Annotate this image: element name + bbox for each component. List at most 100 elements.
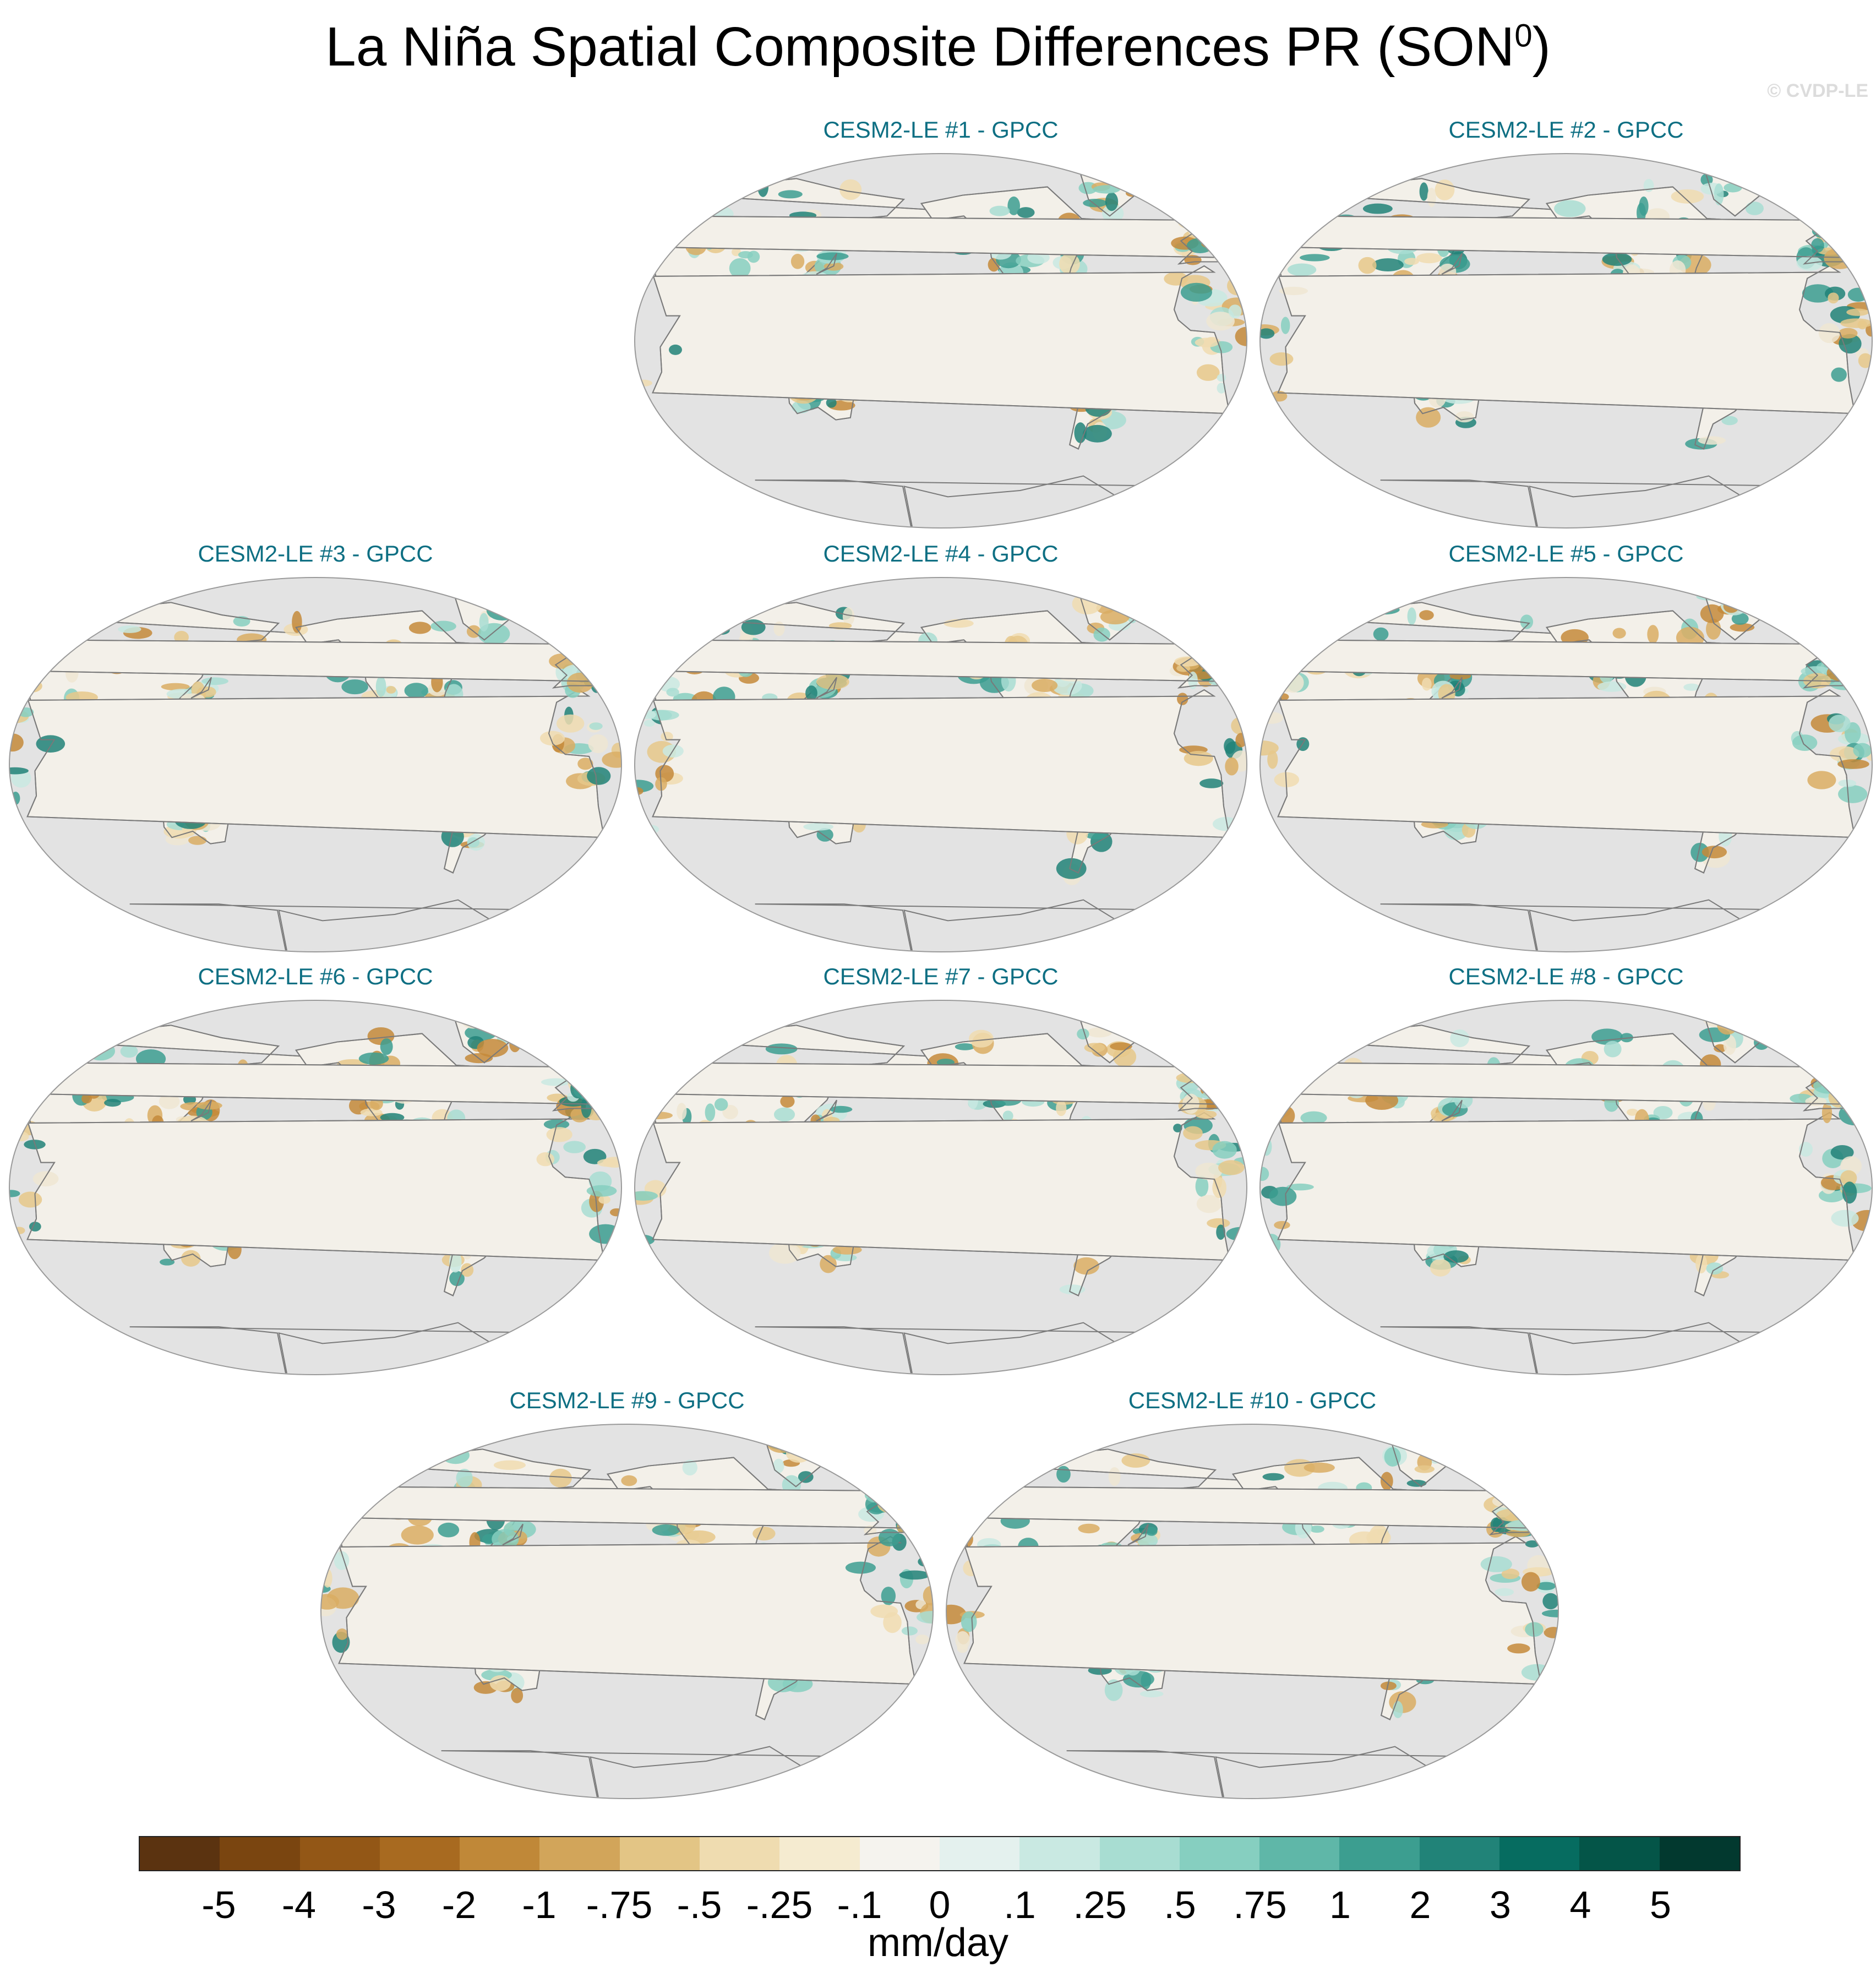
- precip-anomaly-patch: [1164, 271, 1188, 286]
- precip-anomaly-patch: [969, 1029, 994, 1048]
- precip-anomaly-patch: [1007, 196, 1021, 215]
- precip-anomaly-patch: [1700, 604, 1724, 623]
- colorbar: [139, 1836, 1741, 1871]
- precip-anomaly-patch: [635, 1191, 658, 1201]
- coastline: [963, 1535, 1542, 1685]
- coastline: [1441, 677, 1463, 699]
- precip-anomaly-patch: [1846, 308, 1869, 316]
- precip-anomaly-patch: [1074, 422, 1087, 443]
- map-border: [634, 153, 1247, 529]
- precip-anomaly-patch: [13, 1227, 25, 1234]
- precip-anomaly-patch: [1100, 609, 1130, 625]
- panel-title: CESM2-LE #8 - GPCC: [1448, 963, 1684, 989]
- map-panel-1: CESM2-LE #1 - GPCC: [632, 117, 1250, 531]
- precip-anomaly-patch: [563, 1141, 586, 1153]
- colorbar-swatch: [539, 1837, 620, 1870]
- precip-anomaly-patch: [1830, 1145, 1854, 1160]
- precip-anomaly-patch: [37, 1049, 47, 1070]
- precip-anomaly-patch: [1805, 1097, 1827, 1106]
- precip-anomaly-patch: [1828, 715, 1851, 732]
- precip-anomaly-patch: [609, 1208, 621, 1217]
- precip-anomaly-patch: [1826, 664, 1852, 681]
- landmass-antarctica: [1380, 899, 1822, 951]
- colorbar-units: mm/day: [867, 1921, 1009, 1965]
- precip-anomaly-patch: [1056, 858, 1087, 879]
- map-border: [634, 577, 1247, 952]
- landmass-antarctica: [441, 1746, 883, 1797]
- precip-anomaly-patch: [1108, 1467, 1121, 1486]
- colorbar-tick-label: -.75: [586, 1883, 653, 1926]
- precip-anomaly-patch: [1056, 1466, 1071, 1483]
- precip-anomaly-patch: [1480, 1556, 1512, 1572]
- precip-anomaly-patch: [1269, 1186, 1297, 1206]
- map-panel-10: CESM2-LE #10 - GPCC: [944, 1387, 1561, 1801]
- precip-anomaly-patch: [589, 1224, 621, 1244]
- precip-anomaly-patch: [1843, 252, 1872, 269]
- precip-anomaly-patch: [1690, 842, 1709, 862]
- landmass-africa: [963, 1535, 1542, 1685]
- precip-anomaly-patch: [489, 1675, 511, 1691]
- precip-anomaly-patch: [1300, 1111, 1327, 1125]
- precip-anomaly-patch: [1853, 743, 1872, 758]
- world-map: [1259, 153, 1873, 529]
- precip-anomaly-patch: [621, 1475, 637, 1486]
- coastline: [190, 1099, 212, 1122]
- panel-title: CESM2-LE #4 - GPCC: [823, 541, 1059, 566]
- precip-anomaly-patch: [456, 589, 475, 600]
- precip-anomaly-patch: [953, 1518, 969, 1526]
- precip-anomaly-patch: [536, 1152, 555, 1167]
- colorbar-swatch: [1259, 1837, 1340, 1870]
- world-map: [634, 577, 1247, 952]
- precip-anomaly-patch: [1706, 1262, 1724, 1275]
- precip-anomaly-patch: [842, 607, 855, 626]
- precip-anomaly-patch: [1083, 424, 1112, 443]
- precip-anomaly-patch: [653, 1064, 680, 1076]
- precip-anomaly-patch: [897, 1520, 906, 1533]
- coastline: [1441, 253, 1463, 275]
- landmass-africa: [652, 689, 1230, 838]
- precip-anomaly-patch: [479, 613, 489, 632]
- precip-anomaly-patch: [845, 1561, 876, 1574]
- precip-anomaly-patch: [42, 623, 54, 645]
- map-panel-5: CESM2-LE #5 - GPCC: [1257, 541, 1875, 955]
- precip-anomaly-patch: [1544, 1627, 1558, 1638]
- colorbar-swatch: [1179, 1837, 1260, 1870]
- precip-anomaly-patch: [1011, 1448, 1041, 1468]
- precip-anomaly-patch: [1443, 1250, 1469, 1263]
- precip-anomaly-patch: [1213, 663, 1228, 682]
- colorbar-tick-label: -3: [362, 1883, 396, 1926]
- precip-anomaly-patch: [539, 731, 565, 746]
- precip-anomaly-patch: [915, 1635, 929, 1644]
- precip-anomaly-patch: [1731, 612, 1749, 625]
- precip-anomaly-patch: [1837, 1096, 1868, 1112]
- precip-anomaly-patch: [1195, 1175, 1209, 1197]
- precip-anomaly-patch: [587, 767, 611, 785]
- precip-anomaly-patch: [1714, 183, 1724, 206]
- precip-anomaly-patch: [1683, 683, 1700, 691]
- precip-anomaly-patch: [691, 1044, 711, 1064]
- precip-anomaly-patch: [1421, 677, 1432, 691]
- precip-anomaly-patch: [1260, 1167, 1269, 1181]
- precip-anomaly-patch: [86, 1042, 115, 1061]
- precip-anomaly-patch: [1380, 1681, 1397, 1690]
- precip-anomaly-patch: [161, 683, 190, 691]
- precip-anomaly-patch: [1591, 1028, 1623, 1045]
- panel-title: CESM2-LE #5 - GPCC: [1448, 541, 1684, 566]
- precip-anomaly-patch: [1419, 182, 1428, 201]
- landmass-africa: [1277, 689, 1856, 838]
- map-panel-4: CESM2-LE #4 - GPCC: [632, 541, 1250, 955]
- precip-anomaly-patch: [1217, 374, 1226, 382]
- precip-anomaly-patch: [358, 1052, 389, 1065]
- precip-anomaly-patch: [652, 1524, 680, 1536]
- precip-anomaly-patch: [1824, 247, 1856, 269]
- precip-anomaly-patch: [803, 822, 833, 831]
- landmass-africa: [26, 689, 605, 838]
- precip-anomaly-patch: [1228, 304, 1242, 319]
- coastline: [190, 677, 212, 699]
- precip-anomaly-patch: [104, 1099, 121, 1107]
- map-panel-8: CESM2-LE #8 - GPCC: [1257, 963, 1875, 1377]
- precip-anomaly-patch: [1017, 207, 1035, 218]
- colorbar-swatch: [1419, 1837, 1500, 1870]
- world-map: [9, 577, 622, 952]
- map-border: [1259, 577, 1873, 952]
